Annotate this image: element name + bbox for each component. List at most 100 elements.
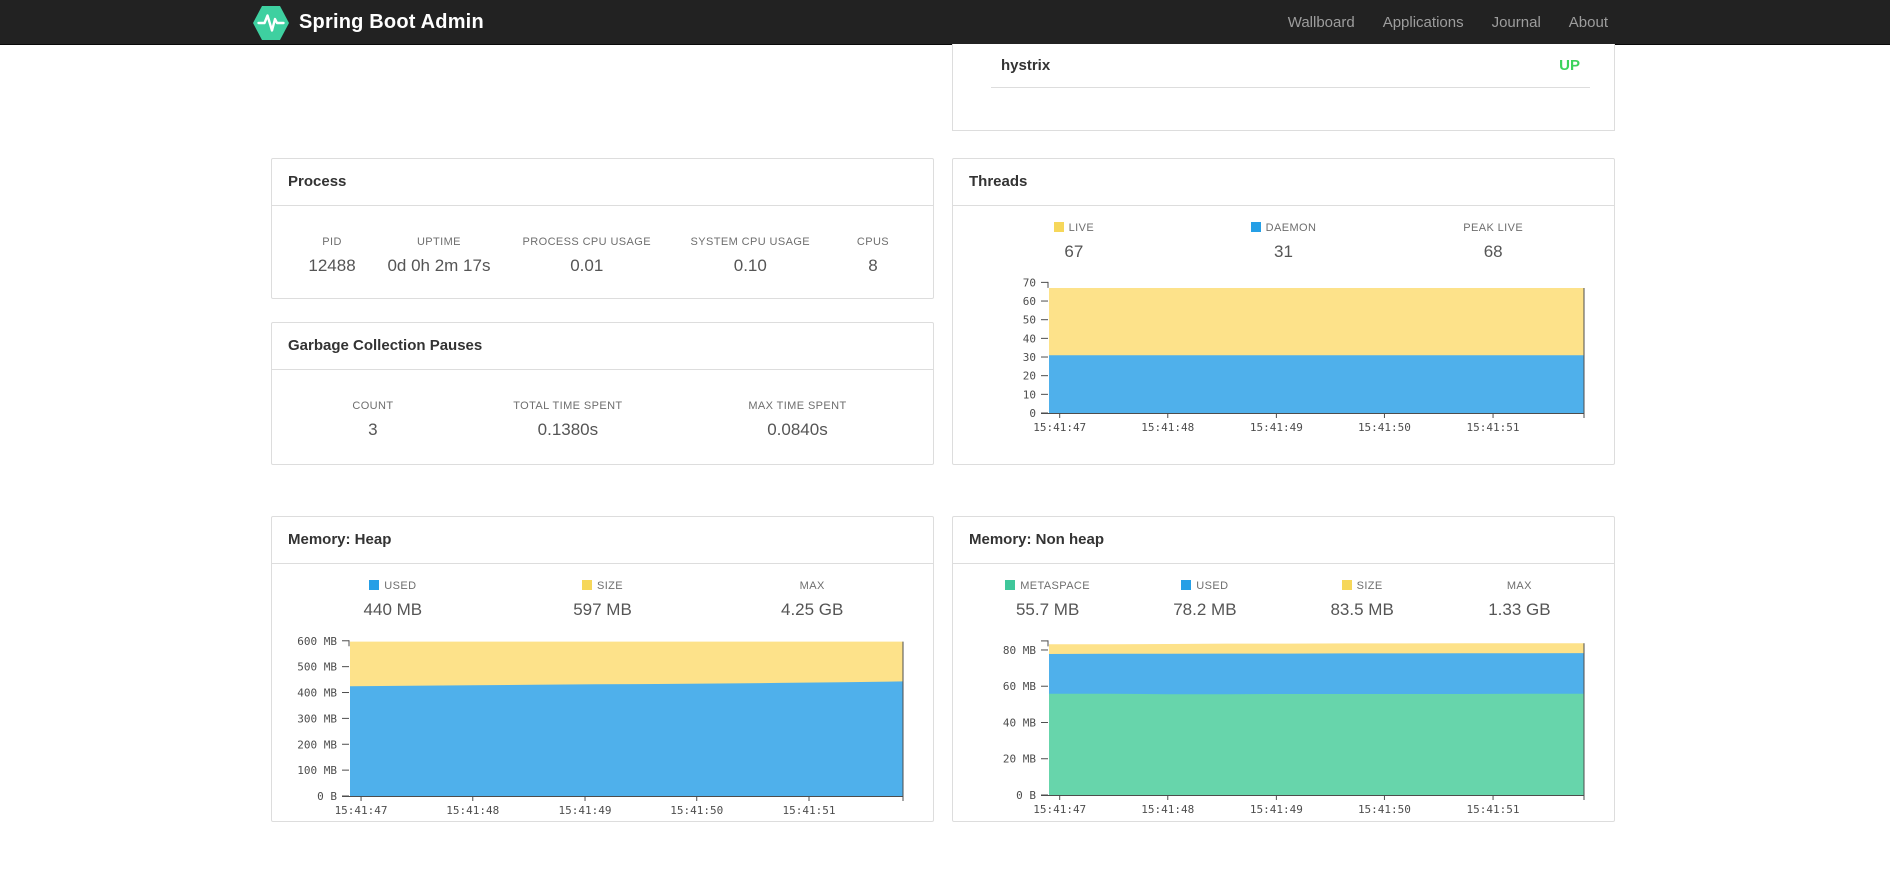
- svg-text:60 MB: 60 MB: [1003, 680, 1036, 693]
- legend-swatch: [1005, 580, 1016, 590]
- nav-menu: Wallboard Applications Journal About: [1274, 0, 1622, 45]
- svg-text:15:41:48: 15:41:48: [446, 804, 499, 817]
- metric-column: PID 12488: [288, 236, 376, 276]
- svg-text:200 MB: 200 MB: [297, 738, 337, 751]
- panel-title: Threads: [969, 173, 1028, 190]
- gc-panel: Garbage Collection Pauses COUNT 3 TOTAL TI…: [271, 322, 934, 465]
- svg-text:15:41:51: 15:41:51: [1467, 421, 1520, 434]
- svg-text:60: 60: [1023, 295, 1036, 308]
- metric-column: TOTAL TIME SPENT 0.1380s: [458, 400, 678, 440]
- metric-label: MAX: [1506, 580, 1532, 592]
- metric-label: PEAK LIVE: [1463, 222, 1524, 234]
- svg-text:15:41:48: 15:41:48: [1141, 421, 1194, 434]
- metric-value: 83.5 MB: [1330, 600, 1394, 619]
- svg-text:15:41:51: 15:41:51: [1467, 803, 1520, 816]
- metric-label: USED: [1126, 580, 1283, 592]
- svg-text:40 MB: 40 MB: [1003, 716, 1036, 729]
- metric-column: MAX 4.25 GB: [707, 580, 917, 620]
- nav-item-wallboard[interactable]: Wallboard: [1287, 14, 1355, 31]
- gc-metrics-row: COUNT 3 TOTAL TIME SPENT 0.1380s MAX TIME SP…: [288, 400, 917, 440]
- brand-link[interactable]: Spring Boot Admin: [253, 0, 484, 45]
- svg-text:15:41:51: 15:41:51: [782, 804, 835, 817]
- metric-value: 0d 0h 2m 17s: [387, 256, 491, 275]
- navbar: Spring Boot Admin Wallboard Applications…: [0, 0, 1890, 45]
- metric-column: DAEMON 31: [1179, 222, 1389, 262]
- metric-value: 4.25 GB: [780, 600, 844, 619]
- metric-value: 8: [868, 256, 878, 275]
- svg-text:15:41:47: 15:41:47: [1033, 803, 1086, 816]
- metric-label: SYSTEM CPU USAGE: [690, 236, 811, 248]
- svg-text:20 MB: 20 MB: [1003, 753, 1036, 766]
- threads-chart: 70 60 50 40 30 20 10 0 15:41:47 15:41:48 15:41:49 1…: [969, 272, 1598, 440]
- nav-item-applications[interactable]: Applications: [1382, 14, 1464, 31]
- nav-item-about[interactable]: About: [1568, 14, 1608, 31]
- metric-column: METASPACE 55.7 MB: [969, 580, 1126, 620]
- nonheap-panel-heading: Memory: Non heap: [953, 517, 1614, 564]
- metric-column: MAX TIME SPENT 0.0840s: [678, 400, 917, 440]
- health-indicator-name: hystrix: [1001, 57, 1051, 74]
- svg-text:15:41:49: 15:41:49: [1250, 803, 1303, 816]
- metric-column: UPTIME 0d 0h 2m 17s: [376, 236, 502, 276]
- legend-swatch: [1250, 222, 1261, 232]
- nav-item-journal[interactable]: Journal: [1491, 14, 1541, 31]
- nonheap-chart: 80 MB 60 MB 40 MB 20 MB 0 B 15:41:47 15:41:48 1…: [969, 630, 1598, 822]
- legend-swatch: [581, 580, 592, 590]
- threads-panel-heading: Threads: [953, 159, 1614, 206]
- svg-text:500 MB: 500 MB: [297, 661, 337, 674]
- nonheap-legend-row: METASPACE 55.7 MB USED 78.2 MB SIZE 83.5 MB MA…: [969, 580, 1598, 620]
- threads-panel: Threads LIVE 67 DAEMON 31 PEAK LIVE 68 70 60 50…: [952, 158, 1615, 465]
- svg-text:15:41:47: 15:41:47: [335, 804, 388, 817]
- svg-text:100 MB: 100 MB: [297, 764, 337, 777]
- metric-value: 12488: [308, 256, 356, 275]
- health-row-hystrix: hystrix UP: [991, 44, 1590, 88]
- metric-value: 3: [368, 420, 378, 439]
- panel-title: Process: [288, 173, 347, 190]
- svg-text:15:41:50: 15:41:50: [1358, 803, 1411, 816]
- legend-swatch: [1053, 222, 1064, 232]
- metric-column: PEAK LIVE 68: [1388, 222, 1598, 262]
- metric-label: PID: [322, 236, 342, 248]
- metric-value: 440 MB: [363, 600, 423, 619]
- panel-title: Memory: Heap: [288, 531, 392, 548]
- metric-label: PROCESS CPU USAGE: [522, 236, 651, 248]
- metric-column: SIZE 83.5 MB: [1284, 580, 1441, 620]
- metric-column: SYSTEM CPU USAGE 0.10: [672, 236, 829, 276]
- svg-text:10: 10: [1023, 388, 1036, 401]
- svg-text:300 MB: 300 MB: [297, 712, 337, 725]
- metric-value: 78.2 MB: [1173, 600, 1237, 619]
- svg-text:400 MB: 400 MB: [297, 687, 337, 700]
- threads-legend-row: LIVE 67 DAEMON 31 PEAK LIVE 68: [969, 222, 1598, 262]
- svg-text:15:41:49: 15:41:49: [559, 804, 612, 817]
- metric-value: 67: [1064, 242, 1084, 261]
- metric-label: TOTAL TIME SPENT: [513, 400, 623, 412]
- metric-value: 0.1380s: [537, 420, 599, 439]
- metric-value: 0.0840s: [767, 420, 828, 439]
- metric-value: 0.10: [733, 256, 767, 275]
- svg-text:30: 30: [1023, 351, 1036, 364]
- metric-value: 597 MB: [573, 600, 632, 619]
- svg-text:70: 70: [1023, 276, 1036, 289]
- memory-heap-panel: Memory: Heap USED 440 MB SIZE 597 MB MAX 4.25…: [271, 516, 934, 822]
- panel-title: Garbage Collection Pauses: [288, 337, 483, 354]
- svg-text:50: 50: [1023, 314, 1036, 327]
- heap-legend-row: USED 440 MB SIZE 597 MB MAX 4.25 GB: [288, 580, 917, 620]
- metric-label: CPUS: [856, 236, 890, 248]
- metric-column: SIZE 597 MB: [498, 580, 708, 620]
- svg-text:15:41:49: 15:41:49: [1250, 421, 1303, 434]
- metric-column: MAX 1.33 GB: [1441, 580, 1598, 620]
- process-panel: Process PID 12488 UPTIME 0d 0h 2m 17s PROCES…: [271, 158, 934, 299]
- metric-label: MAX: [799, 580, 825, 592]
- process-metrics-row: PID 12488 UPTIME 0d 0h 2m 17s PROCESS CPU US…: [288, 236, 917, 276]
- svg-text:600 MB: 600 MB: [297, 635, 337, 648]
- metric-label: MAX TIME SPENT: [748, 400, 847, 412]
- metric-column: COUNT 3: [288, 400, 458, 440]
- legend-swatch: [369, 580, 380, 590]
- svg-text:20: 20: [1023, 370, 1036, 383]
- svg-text:0: 0: [1029, 407, 1036, 420]
- svg-text:15:41:48: 15:41:48: [1141, 803, 1194, 816]
- metric-column: PROCESS CPU USAGE 0.01: [502, 236, 672, 276]
- metric-label: USED: [288, 580, 498, 592]
- metric-column: CPUS 8: [829, 236, 917, 276]
- svg-text:0 B: 0 B: [317, 790, 337, 803]
- legend-swatch: [1181, 580, 1192, 590]
